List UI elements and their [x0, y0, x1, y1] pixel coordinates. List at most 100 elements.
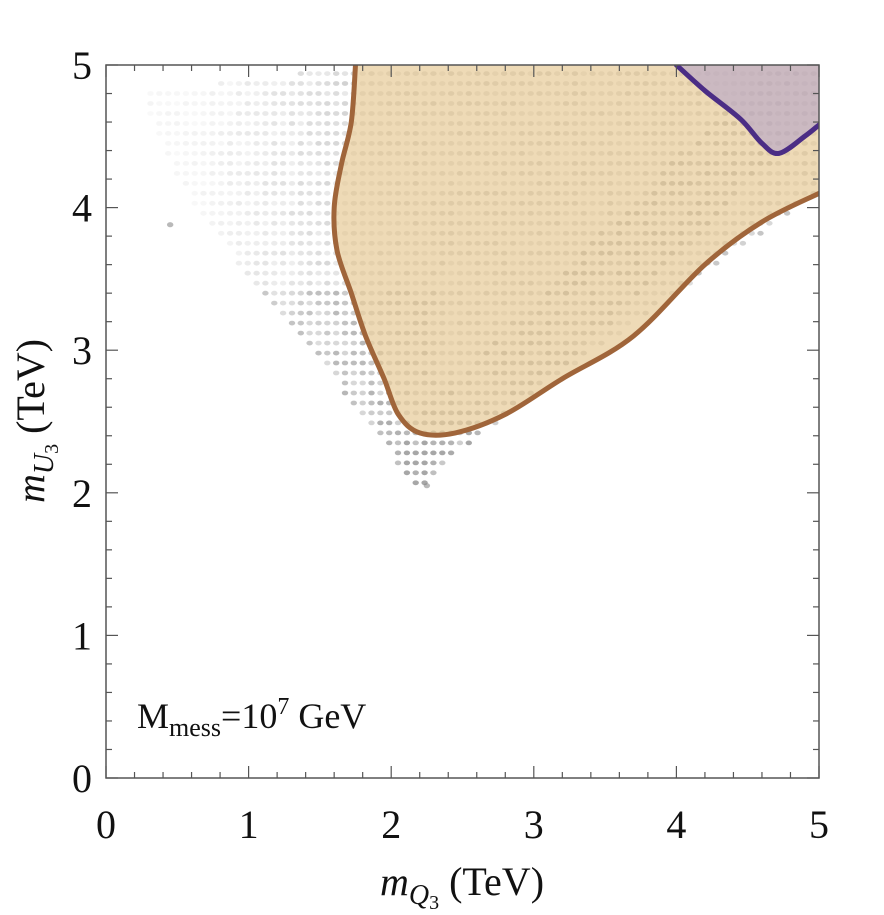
scatter-point: [244, 151, 251, 156]
scatter-point: [315, 190, 322, 196]
scatter-point: [209, 161, 216, 166]
scatter-point: [368, 390, 375, 396]
scatter-point: [297, 280, 304, 286]
scatter-point: [350, 360, 357, 366]
scatter-point: [297, 200, 304, 206]
scatter-point: [173, 121, 181, 126]
scatter-point: [253, 280, 260, 286]
scatter-point: [226, 200, 234, 206]
scatter-point: [474, 430, 481, 436]
scatter-point: [333, 131, 340, 136]
scatter-point: [368, 410, 375, 416]
scatter-point: [262, 270, 269, 276]
scatter-point: [324, 131, 331, 136]
scatter-point: [200, 190, 207, 196]
scatter-point: [315, 310, 322, 316]
scatter-point: [288, 250, 296, 256]
scatter-point: [253, 81, 260, 86]
scatter-point: [262, 141, 269, 146]
scatter-point: [341, 320, 349, 326]
scatter-point: [271, 111, 278, 116]
scatter-point: [235, 230, 243, 236]
scatter-point: [306, 210, 313, 216]
scatter-point: [235, 151, 243, 156]
scatter-point: [244, 121, 251, 126]
scatter-point: [333, 280, 340, 286]
scatter-point: [262, 151, 269, 156]
scatter-point: [244, 81, 251, 86]
scatter-point: [226, 121, 234, 126]
scatter-point: [324, 141, 331, 146]
scatter-point: [165, 131, 172, 136]
scatter-point: [271, 121, 278, 126]
scatter-point: [235, 240, 243, 246]
y-tick-label: 2: [72, 471, 92, 516]
scatter-point: [271, 260, 278, 266]
scatter-point: [147, 111, 154, 116]
scatter-point: [306, 91, 313, 96]
scatter-point: [315, 270, 322, 276]
scatter-point: [218, 131, 225, 136]
scatter-point: [218, 161, 225, 166]
scatter-point: [306, 220, 313, 226]
scatter-point: [324, 71, 331, 76]
scatter-point: [394, 440, 402, 446]
scatter-point: [244, 260, 251, 266]
scatter-point: [333, 81, 340, 86]
mass-annotation: Mmess=107 GeV: [137, 694, 366, 742]
scatter-point: [271, 81, 278, 86]
scatter-point: [359, 380, 366, 386]
scatter-point: [235, 91, 243, 96]
scatter-point: [306, 111, 313, 116]
scatter-point: [315, 181, 322, 186]
scatter-point: [182, 171, 190, 176]
scatter-point: [297, 230, 304, 236]
y-tick-label: 3: [72, 328, 92, 373]
scatter-point: [226, 181, 234, 186]
scatter-point: [218, 171, 225, 176]
scatter-point: [386, 430, 393, 436]
scatter-point: [394, 420, 402, 426]
scatter-point: [306, 290, 313, 296]
scatter-point: [244, 131, 251, 136]
scatter-point: [288, 131, 296, 136]
scatter-point: [386, 440, 393, 446]
scatter-point: [235, 220, 243, 226]
scatter-point: [783, 210, 791, 216]
scatter-point: [324, 350, 331, 356]
scatter-point: [341, 350, 349, 356]
scatter-point: [191, 111, 198, 116]
scatter-point: [403, 440, 411, 446]
scatter-point: [306, 190, 313, 196]
scatter-point: [253, 131, 260, 136]
scatter-point: [333, 340, 340, 346]
scatter-point: [209, 181, 216, 186]
scatter-point: [244, 101, 251, 106]
scatter-point: [218, 101, 225, 106]
scatter-point: [324, 81, 331, 86]
scatter-point: [156, 111, 163, 116]
scatter-point: [226, 91, 234, 96]
scatter-point: [315, 240, 322, 246]
scatter-point: [253, 161, 260, 166]
scatter-point: [279, 171, 287, 176]
scatter-point: [288, 101, 296, 106]
scatter-point: [315, 111, 322, 116]
scatter-point: [306, 81, 313, 86]
scatter-point: [209, 91, 216, 96]
regions: [331, 65, 819, 438]
scatter-point: [279, 210, 287, 216]
scatter-point: [430, 470, 437, 476]
scatter-point: [306, 310, 313, 316]
scatter-point: [306, 270, 313, 276]
scatter-point: [288, 270, 296, 276]
scatter-point: [315, 200, 322, 206]
scatter-point: [165, 111, 172, 116]
scatter-point: [297, 240, 304, 246]
scatter-point: [288, 230, 296, 236]
scatter-point: [226, 161, 234, 166]
scatter-point: [218, 121, 225, 126]
scatter-point: [306, 340, 313, 346]
scatter-point: [271, 220, 278, 226]
scatter-point: [439, 460, 446, 466]
